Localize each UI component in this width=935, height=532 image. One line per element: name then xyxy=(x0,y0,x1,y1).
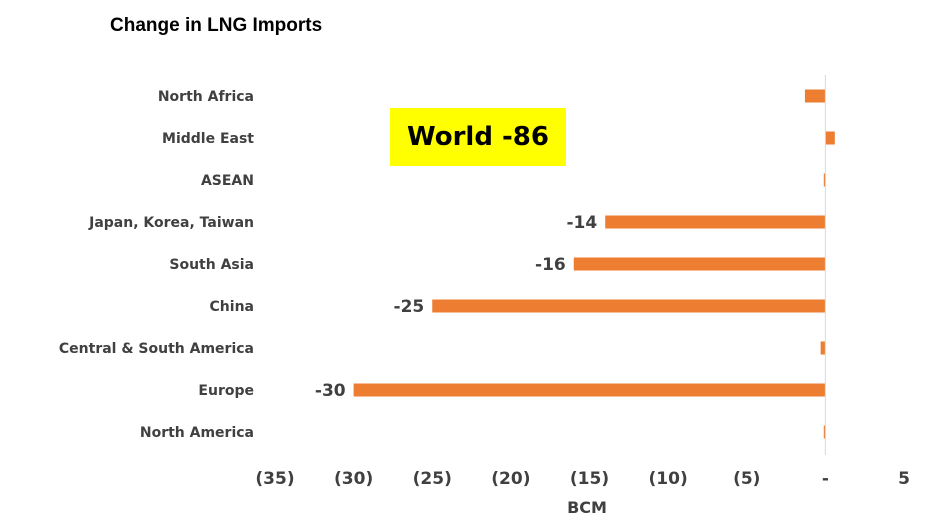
x-tick-label: (10) xyxy=(649,469,688,489)
bar xyxy=(573,257,826,271)
world-callout-box xyxy=(390,108,566,166)
bar xyxy=(823,173,826,187)
category-label: China xyxy=(210,299,254,315)
x-tick-label: 5 xyxy=(898,469,910,489)
world-callout-text: World -86 xyxy=(407,122,549,152)
x-tick-label: (20) xyxy=(491,469,530,489)
x-tick-label: - xyxy=(822,469,829,489)
category-labels: North Africa Middle East ASEAN Japan, Korea… xyxy=(59,89,254,441)
bar xyxy=(353,383,826,397)
x-tick-label: (25) xyxy=(413,469,452,489)
category-label: ASEAN xyxy=(201,173,254,189)
data-label: -16 xyxy=(535,255,566,275)
category-label: Europe xyxy=(198,383,254,399)
chart-title: Change in LNG Imports xyxy=(110,15,322,36)
bar xyxy=(605,215,826,229)
data-label: -30 xyxy=(315,381,346,401)
category-label: North Africa xyxy=(158,89,254,105)
x-tick-label: (30) xyxy=(334,469,373,489)
bars xyxy=(353,89,835,439)
x-tick-labels: (35) (30) (25) (20) (15) (10) (5) - 5 xyxy=(255,469,910,489)
x-axis-label: BCM xyxy=(567,498,607,517)
category-label: Japan, Korea, Taiwan xyxy=(88,215,254,231)
data-labels: -14 -16 -25 -30 xyxy=(315,213,597,401)
bar xyxy=(432,299,826,313)
bar xyxy=(804,89,826,103)
bar xyxy=(823,425,826,439)
data-label: -25 xyxy=(394,297,425,317)
x-tick-label: (35) xyxy=(255,469,294,489)
category-label: North America xyxy=(140,425,254,441)
x-tick-label: (5) xyxy=(733,469,760,489)
category-label: Middle East xyxy=(162,131,254,147)
x-tick-label: (15) xyxy=(570,469,609,489)
bar xyxy=(820,341,826,355)
category-label: South Asia xyxy=(169,257,254,273)
data-label: -14 xyxy=(567,213,598,233)
bar xyxy=(825,131,835,145)
world-callout: World -86 xyxy=(390,108,566,166)
category-label: Central & South America xyxy=(59,341,254,357)
